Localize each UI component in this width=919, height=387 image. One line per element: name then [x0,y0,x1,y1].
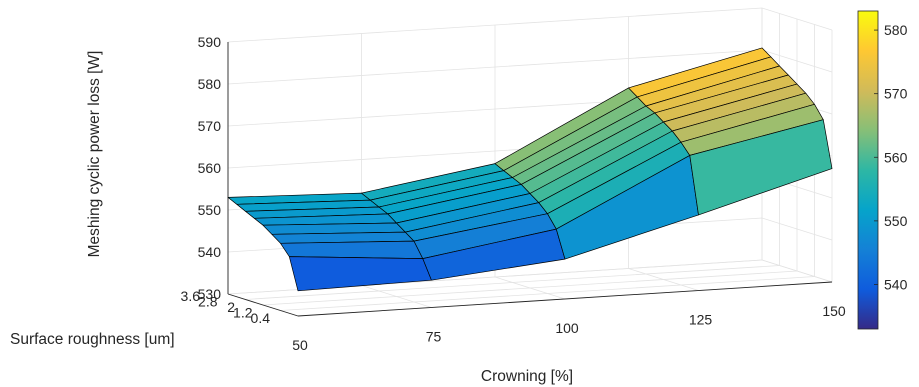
colorbar-tick-label: 550 [884,213,908,229]
z-tick-label: 560 [198,160,222,176]
surface-patch [288,256,432,292]
z-tick-label: 540 [198,244,222,260]
y-axis-line [227,293,299,317]
y-tick-label: 2 [227,299,235,315]
y-tick-label: 0.4 [251,310,271,326]
z-tick-label: 580 [198,76,222,92]
colorbar-gradient [857,10,879,330]
surface-patch [689,119,833,216]
surface-patch [280,240,424,259]
y-axis-label: Surface roughness [um] [10,331,175,348]
colorbar-tick-label: 560 [884,149,908,165]
z-tick-label: 590 [198,34,222,50]
z-tick-label: 550 [198,202,222,218]
z-tick-label: 570 [198,118,222,134]
x-tick-label: 75 [426,329,442,345]
z-axis-label: Meshing cyclic power loss [W] [86,51,103,258]
x-tick-label: 150 [822,303,846,319]
axes-box [227,42,833,317]
colorbar-tick-label: 540 [884,276,908,292]
colorbar-tick-label: 570 [884,86,908,102]
surface-patches [227,47,833,292]
colorbar-tick-label: 580 [884,22,908,38]
grid-line-z [227,7,833,43]
tick-labels: 530 540 550 560 570 580 590 50 75 100 125 150 0.41.2… [181,34,846,353]
x-tick-label: 125 [689,312,713,328]
x-tick-label: 100 [555,320,579,336]
y-tick-label: 3.6 [181,288,201,304]
x-tick-label: 50 [292,337,308,353]
x-axis-line [297,281,833,317]
y-tick-label: 2.8 [198,294,218,310]
colorbar: 540 550 560 570 580 [857,10,908,330]
y-tick-label: 1.2 [233,305,253,321]
z-tick-label: 530 [198,286,222,302]
x-axis-label: Crowning [%] [481,368,573,385]
